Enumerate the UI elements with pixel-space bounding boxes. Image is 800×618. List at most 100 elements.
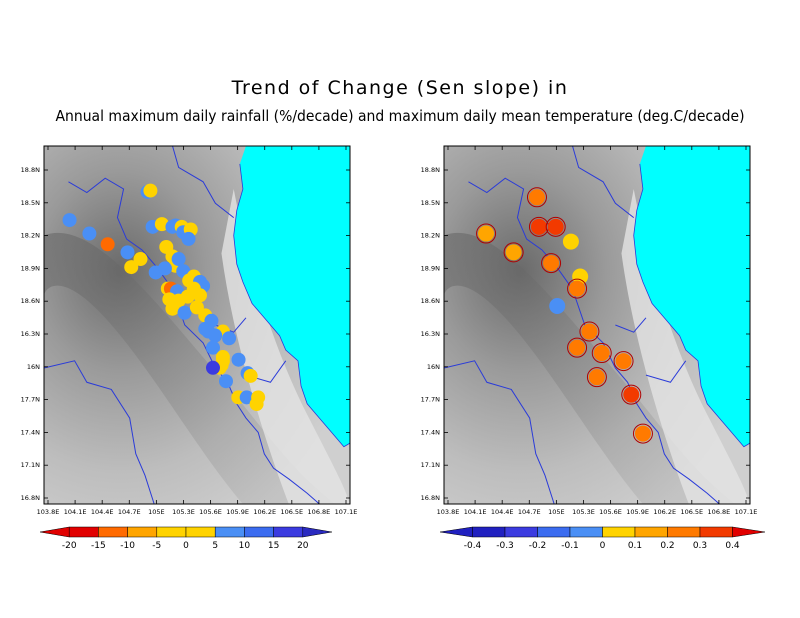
station-ring [526,187,547,208]
colorbar-arrow-right [732,526,766,538]
lat-label: 18.6N [421,297,440,305]
lat-label: 17.7N [421,396,440,404]
station-ring [579,321,600,342]
colorbar-label: -0.2 [529,541,547,551]
temperature-colorbar: -0.4 -0.3 -0.2 -0.1 0 0.1 0.2 0.3 0.4 [439,526,766,551]
coastline [233,163,351,448]
station-marker [133,252,148,267]
lat-label: 16N [27,363,40,371]
colorbar-label: -20 [62,541,77,551]
colorbar-cell [537,526,571,538]
lon-label: 104.4E [91,508,114,516]
lon-label: 104.4E [491,508,514,516]
colorbar-cell [273,526,304,538]
lon-label: 106.5E [280,508,303,516]
lat-label: 18.6N [21,297,40,305]
colorbar-label: 20 [297,541,309,551]
lat-label: 17.4N [21,428,40,436]
colorbar-label: 0.4 [725,541,740,551]
station-marker [208,328,223,343]
colorbar-cell [244,526,274,538]
province-border [572,145,635,218]
country-border [68,177,320,505]
colorbar-label: 15 [268,541,279,551]
lon-label: 105.6E [599,508,622,516]
lat-label: 17.7N [21,396,40,404]
lon-label: 105.6E [199,508,222,516]
lon-label: 107.1E [735,508,758,516]
lon-label: 104.1E [464,508,487,516]
lon-label: 104.7E [518,508,541,516]
lat-label: 18.5N [21,199,40,207]
lon-label: 105.3E [572,508,595,516]
station-marker [205,340,220,355]
colorbar-label: -5 [152,541,161,551]
station-marker [581,323,598,340]
station-ring [613,351,634,372]
station-marker [547,218,564,235]
lat-label: 18.8N [421,166,440,174]
lat-label: 18.9N [21,264,40,272]
mountain-ridge [444,232,735,505]
station-ring [632,423,653,444]
province-border [615,317,687,383]
colorbar-cell [569,526,603,538]
station-marker [588,369,605,386]
colorbar-label: -10 [120,541,135,551]
lon-label: 106.2E [653,508,676,516]
station-ring [541,253,562,274]
lat-label: 18.8N [21,166,40,174]
station-marker [192,288,207,303]
colorbar-arrow-right [302,526,333,538]
province-border [43,360,155,505]
station-marker [165,301,180,316]
station-marker [177,305,192,320]
colorbar-label: 0.3 [693,541,707,551]
station-marker [218,374,233,389]
station-marker [82,226,97,241]
lat-label: 17.4N [421,428,440,436]
colorbar-label: -0.1 [561,541,579,551]
coastal-plain [221,188,350,504]
colorbar-cell [156,526,187,538]
province-border [443,360,555,505]
colorbar-cell [667,526,701,538]
lon-label: 103.8E [37,508,60,516]
map-frame [443,145,751,505]
country-border [468,177,720,505]
map-frame [43,145,351,505]
station-marker [181,231,196,246]
station-marker [205,360,220,375]
station-marker [124,260,139,275]
station-marker [143,183,158,198]
lon-label: 106.8E [308,508,331,516]
station-marker [180,289,195,304]
station-marker [171,252,186,267]
colorbar-arrow-left [439,526,473,538]
province-border [172,145,235,218]
lon-label: 105.3E [172,508,195,516]
station-marker [478,225,495,242]
mountain-ridge [44,232,335,505]
coastline [633,163,751,448]
station-marker [528,189,545,206]
station-ring [476,223,497,244]
lon-label: 105E [148,508,165,516]
station-marker [562,233,579,250]
rainfall-map-panel: 18.8N 18.5N 18.2N 18.9N 18.6N 16.3N 16N 17.7N 17… [21,145,357,516]
station-ring [621,384,642,405]
station-marker [231,352,246,367]
station-ring [545,216,566,237]
rainfall-colorbar: -20 -15 -10 -5 0 5 10 15 20 [39,526,333,551]
lat-label: 18.2N [421,232,440,240]
colorbar-cell [699,526,733,538]
lon-label: 105.9E [626,508,649,516]
lat-label: 16.8N [421,494,440,502]
lat-label: 17.1N [21,461,40,469]
colorbar-cell [68,526,99,538]
station-ring [503,242,524,263]
colorbar-cell [504,526,538,538]
lat-label: 18.2N [21,232,40,240]
colorbar-cell [634,526,668,538]
lon-label: 105E [548,508,565,516]
